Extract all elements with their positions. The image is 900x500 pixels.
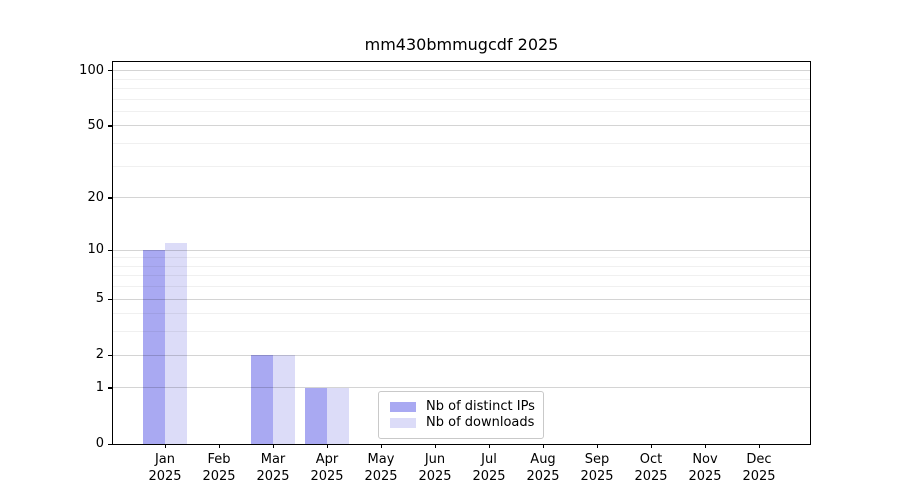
gridline-minor-3 (113, 331, 810, 333)
y-tick-mark-1 (108, 387, 113, 389)
x-tick-label-nov: Nov 2025 (688, 452, 722, 484)
y-tick-label-10: 10 (87, 242, 104, 258)
y-tick-label-0: 0 (95, 436, 104, 451)
legend-entry-1: Nb of downloads (387, 415, 535, 431)
gridline-minor-60 (113, 110, 810, 112)
y-tick-label-5: 5 (95, 291, 104, 307)
y-tick-mark-10 (108, 249, 113, 251)
x-tick-mark-sep (596, 444, 598, 448)
y-tick-label-50: 50 (87, 117, 104, 133)
x-tick-mark-apr (326, 444, 328, 448)
legend: Nb of distinct IPs Nb of downloads (378, 391, 544, 439)
legend-label: Nb of downloads (426, 415, 535, 430)
x-tick-label-apr: Apr 2025 (310, 452, 344, 484)
x-tick-mark-aug (542, 444, 544, 448)
gridline-minor-30 (113, 165, 810, 167)
y-tick-label-100: 100 (79, 62, 104, 78)
gridline-minor-6 (113, 286, 810, 288)
gridline-minor-9 (113, 257, 810, 259)
bar-nb-of-distinct-ips-mar (251, 355, 273, 444)
x-tick-label-dec: Dec 2025 (742, 452, 776, 484)
gridline-minor-90 (113, 78, 810, 80)
y-tick-mark-50 (108, 125, 113, 127)
bar-nb-of-downloads-jan (165, 242, 187, 444)
gridline-1 (113, 387, 810, 389)
y-tick-label-1: 1 (95, 379, 104, 395)
x-tick-mark-mar (272, 444, 274, 448)
bar-nb-of-downloads-mar (273, 355, 295, 444)
x-tick-mark-oct (650, 444, 652, 448)
plot-area (113, 62, 810, 444)
gridline-minor-8 (113, 265, 810, 267)
gridline-2 (113, 354, 810, 356)
gridline-minor-40 (113, 143, 810, 145)
x-tick-label-jan: Jan 2025 (148, 452, 182, 484)
gridline-5 (113, 298, 810, 300)
gridline-20 (113, 197, 810, 199)
gridline-minor-7 (113, 275, 810, 277)
y-tick-mark-20 (108, 197, 113, 199)
bar-nb-of-downloads-apr (327, 387, 349, 444)
gridline-minor-80 (113, 88, 810, 89)
x-tick-label-feb: Feb 2025 (202, 452, 236, 484)
gridline-10 (113, 249, 810, 251)
x-tick-mark-feb (218, 444, 220, 448)
x-tick-label-aug: Aug 2025 (526, 452, 560, 484)
legend-entry-0: Nb of distinct IPs (387, 399, 535, 415)
gridline-50 (113, 125, 810, 127)
x-tick-label-jul: Jul 2025 (472, 452, 506, 484)
x-tick-mark-dec (758, 444, 760, 448)
legend-label: Nb of distinct IPs (426, 399, 535, 414)
legend-swatch-icon (390, 418, 416, 428)
bar-nb-of-distinct-ips-jan (143, 250, 165, 444)
y-tick-label-20: 20 (87, 189, 104, 205)
gridline-minor-70 (113, 98, 810, 100)
y-tick-mark-2 (108, 354, 113, 356)
x-tick-label-sep: Sep 2025 (580, 452, 614, 484)
x-tick-mark-jun (434, 444, 436, 448)
x-tick-mark-jul (488, 444, 490, 448)
chart-title: mm430bmmugcdf 2025 (364, 35, 559, 54)
bar-nb-of-distinct-ips-apr (305, 387, 327, 444)
y-tick-mark-5 (108, 298, 113, 300)
y-tick-label-2: 2 (95, 347, 104, 363)
x-tick-mark-jan (164, 444, 166, 448)
x-tick-label-oct: Oct 2025 (634, 452, 668, 484)
legend-swatch-icon (390, 402, 416, 412)
y-tick-mark-100 (108, 70, 113, 72)
x-tick-label-may: May 2025 (364, 452, 398, 484)
x-tick-mark-may (380, 444, 382, 448)
gridline-minor-4 (113, 313, 810, 315)
x-tick-label-mar: Mar 2025 (256, 452, 290, 484)
gridline-100 (113, 70, 810, 72)
legend-rows: Nb of distinct IPs Nb of downloads (387, 399, 535, 431)
x-tick-label-jun: Jun 2025 (418, 452, 452, 484)
y-tick-mark-0 (108, 443, 113, 445)
x-tick-mark-nov (704, 444, 706, 448)
